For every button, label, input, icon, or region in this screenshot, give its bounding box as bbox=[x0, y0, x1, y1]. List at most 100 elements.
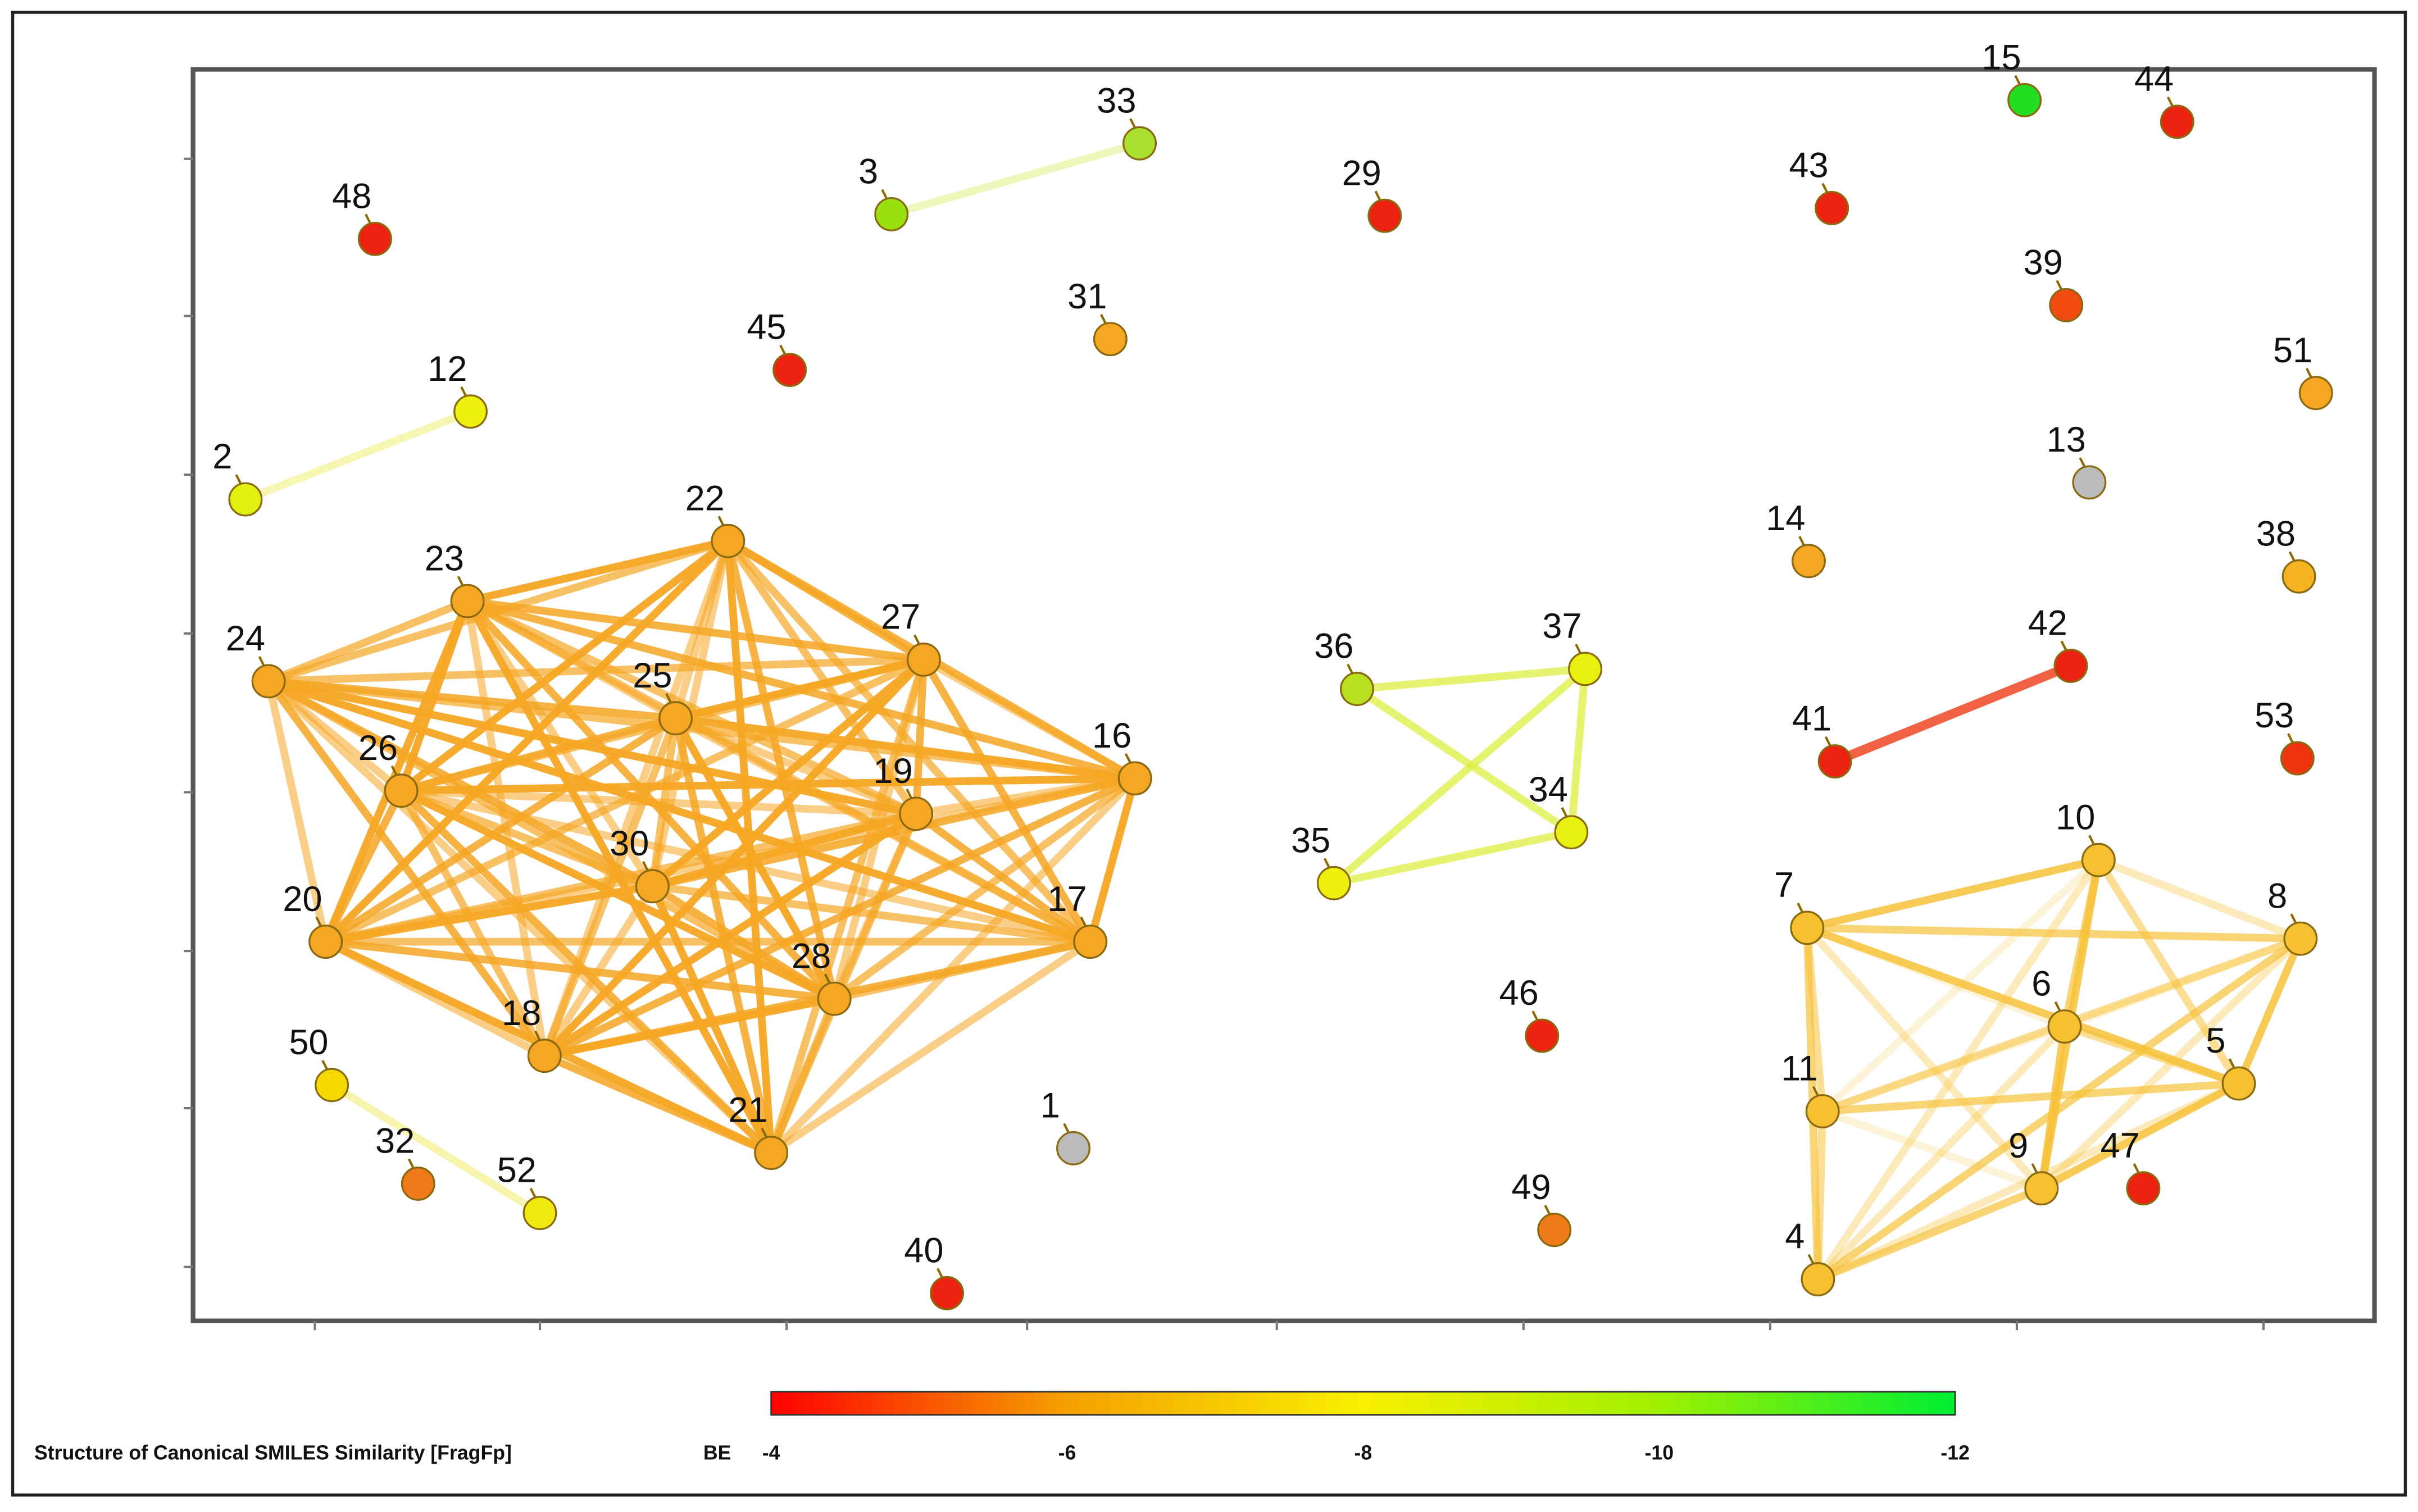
node-pin bbox=[1807, 1254, 1815, 1265]
edge bbox=[2037, 1022, 2069, 1192]
node bbox=[1817, 744, 1852, 779]
node bbox=[1815, 190, 1849, 225]
node-pin bbox=[460, 386, 467, 397]
node-pin bbox=[779, 344, 787, 356]
node-pin bbox=[2014, 75, 2021, 85]
edge bbox=[1567, 665, 1589, 836]
node bbox=[1790, 910, 1825, 945]
node-label: 49 bbox=[1511, 1168, 1551, 1207]
edge bbox=[397, 537, 732, 795]
edge bbox=[321, 937, 839, 1003]
node-label: 22 bbox=[685, 479, 725, 518]
axis-ticks bbox=[184, 157, 2265, 1331]
node bbox=[1554, 815, 1589, 850]
node-label: 14 bbox=[1766, 499, 1805, 538]
node-label: 29 bbox=[1342, 153, 1381, 193]
node bbox=[2221, 1066, 2256, 1101]
node-pin bbox=[2079, 457, 2086, 468]
edge bbox=[1830, 661, 2076, 766]
node bbox=[2053, 649, 2088, 683]
node-pin bbox=[1323, 858, 1330, 868]
node-pin bbox=[1100, 313, 1107, 325]
node bbox=[1339, 672, 1374, 707]
edge bbox=[265, 677, 330, 946]
node-pin bbox=[390, 765, 398, 776]
node-label: 19 bbox=[873, 752, 912, 791]
node-pin bbox=[937, 1268, 944, 1278]
node-pin bbox=[1374, 190, 1381, 201]
node bbox=[1537, 1213, 1572, 1247]
edge bbox=[265, 677, 839, 1003]
node bbox=[899, 796, 934, 831]
node bbox=[2280, 741, 2315, 776]
node bbox=[251, 664, 286, 699]
node bbox=[1801, 1262, 1835, 1297]
colorbar bbox=[770, 1391, 1956, 1416]
node bbox=[1056, 1131, 1090, 1165]
node-label: 21 bbox=[728, 1091, 767, 1130]
edge bbox=[1803, 856, 2103, 932]
node-label: 33 bbox=[1097, 81, 1136, 120]
node bbox=[1093, 322, 1128, 357]
edge bbox=[321, 786, 405, 946]
node-label: 51 bbox=[2273, 331, 2312, 370]
edge bbox=[1803, 924, 2305, 943]
node-label: 1 bbox=[1040, 1086, 1060, 1126]
node-label: 9 bbox=[2008, 1126, 2028, 1165]
node bbox=[1073, 924, 1108, 959]
node bbox=[711, 523, 746, 558]
edge bbox=[321, 774, 1139, 946]
edges bbox=[242, 139, 2305, 1283]
node bbox=[450, 584, 485, 618]
node bbox=[308, 924, 343, 959]
node-pin bbox=[665, 693, 672, 704]
colorbar-tick-label: -8 bbox=[1355, 1442, 1372, 1464]
node-label: 42 bbox=[2028, 604, 2067, 643]
node bbox=[453, 394, 488, 429]
node-pin bbox=[717, 516, 725, 526]
node-label: 18 bbox=[502, 994, 541, 1033]
node bbox=[2081, 842, 2116, 877]
edge bbox=[2235, 935, 2305, 1087]
node-label: 52 bbox=[497, 1151, 537, 1190]
edge bbox=[1353, 685, 1575, 836]
edge bbox=[540, 1051, 775, 1157]
node bbox=[527, 1039, 562, 1073]
node bbox=[874, 197, 909, 231]
edge bbox=[397, 786, 549, 1060]
edge bbox=[767, 995, 839, 1157]
node-label: 48 bbox=[332, 176, 371, 216]
edge bbox=[1814, 1107, 1827, 1283]
node-pin bbox=[1821, 183, 1829, 193]
node-label: 45 bbox=[747, 308, 786, 347]
node-label: 7 bbox=[1774, 866, 1794, 905]
node bbox=[1367, 198, 1402, 233]
edge bbox=[397, 714, 680, 795]
node bbox=[1117, 761, 1152, 796]
node-pin bbox=[534, 1030, 541, 1041]
edge bbox=[1330, 665, 1589, 887]
node-pin bbox=[1531, 1010, 1539, 1021]
edge bbox=[1814, 1184, 2046, 1283]
node bbox=[522, 1196, 557, 1231]
node bbox=[1316, 866, 1351, 900]
node-pin bbox=[1129, 118, 1137, 129]
node-label: 13 bbox=[2047, 420, 2086, 459]
node bbox=[906, 643, 941, 677]
edge bbox=[648, 655, 928, 890]
colorbar-ticks: -4 -6 -8 -10 -12 bbox=[762, 1442, 1970, 1464]
node-pin bbox=[365, 213, 372, 224]
edge bbox=[265, 677, 1094, 946]
node bbox=[635, 869, 670, 904]
node-label: 5 bbox=[2206, 1021, 2225, 1060]
node-label: 20 bbox=[283, 880, 322, 919]
node-pin bbox=[2054, 1001, 2061, 1012]
edge bbox=[2094, 856, 2305, 943]
node bbox=[2283, 921, 2318, 956]
node-pin bbox=[2133, 1163, 2140, 1174]
node-pin bbox=[2228, 1058, 2235, 1069]
node-label: 36 bbox=[1314, 627, 1353, 666]
node-label: 41 bbox=[1792, 699, 1831, 739]
